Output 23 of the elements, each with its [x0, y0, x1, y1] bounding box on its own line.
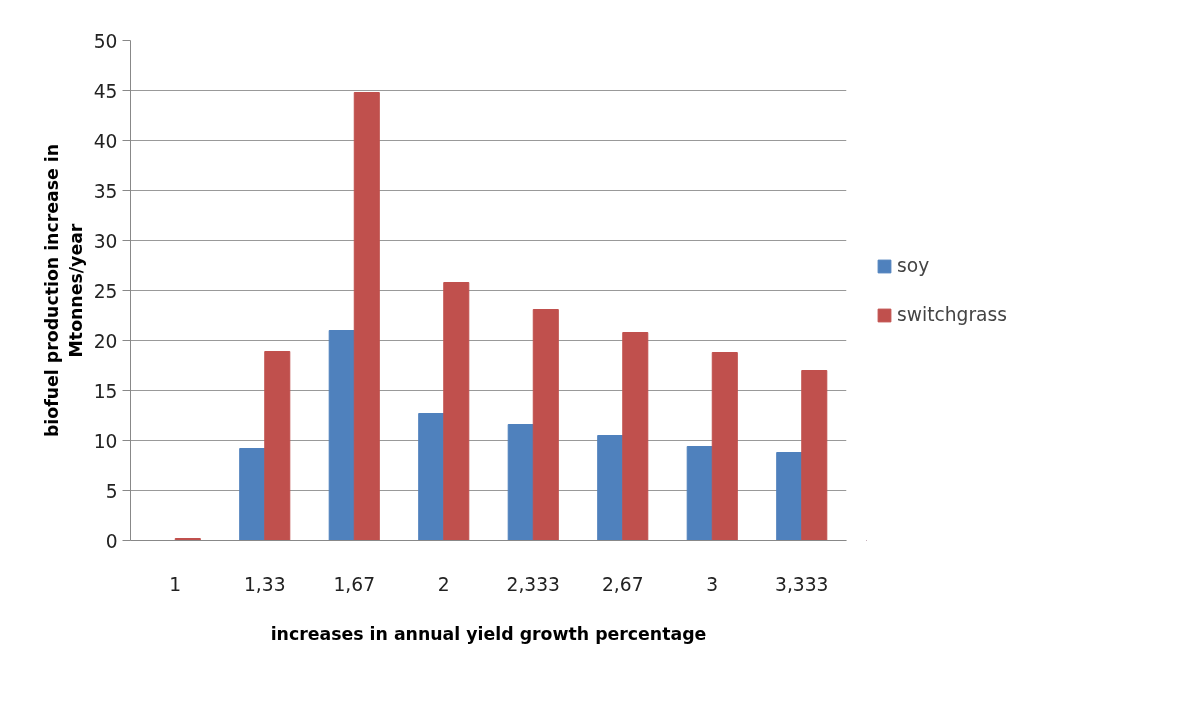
legend-label: soy — [897, 255, 930, 276]
y-tick-label: 0 — [105, 530, 118, 552]
y-tick-label: 30 — [93, 230, 118, 252]
y-axis-title: biofuel production increase in Mtonnes/year — [41, 143, 86, 438]
x-tick-label: 1,67 — [333, 573, 376, 595]
x-tick-label: 3,333 — [775, 573, 829, 595]
y-tick-label: 35 — [93, 180, 118, 202]
legend-label: switchgrass — [897, 304, 1007, 325]
x-tick-label: 2,333 — [506, 573, 560, 595]
x-tick-label: 1,33 — [243, 573, 286, 595]
y-tick-label: 15 — [93, 380, 118, 402]
x-tick-label: 2 — [437, 573, 450, 595]
x-tick-label: 2,67 — [601, 573, 644, 595]
y-tick-label: 45 — [93, 80, 118, 102]
y-tick-label: 10 — [93, 430, 118, 452]
x-tick-label: 1 — [169, 573, 182, 595]
y-tick-label: 40 — [93, 130, 118, 152]
y-tick-label: 5 — [105, 480, 118, 502]
y-tick-label: 50 — [93, 30, 118, 52]
y-tick-label: 20 — [93, 330, 118, 352]
y-tick-label: 25 — [93, 280, 118, 302]
x-axis-title: increases in annual yield growth percentage — [270, 623, 707, 644]
x-tick-label: 3 — [706, 573, 719, 595]
